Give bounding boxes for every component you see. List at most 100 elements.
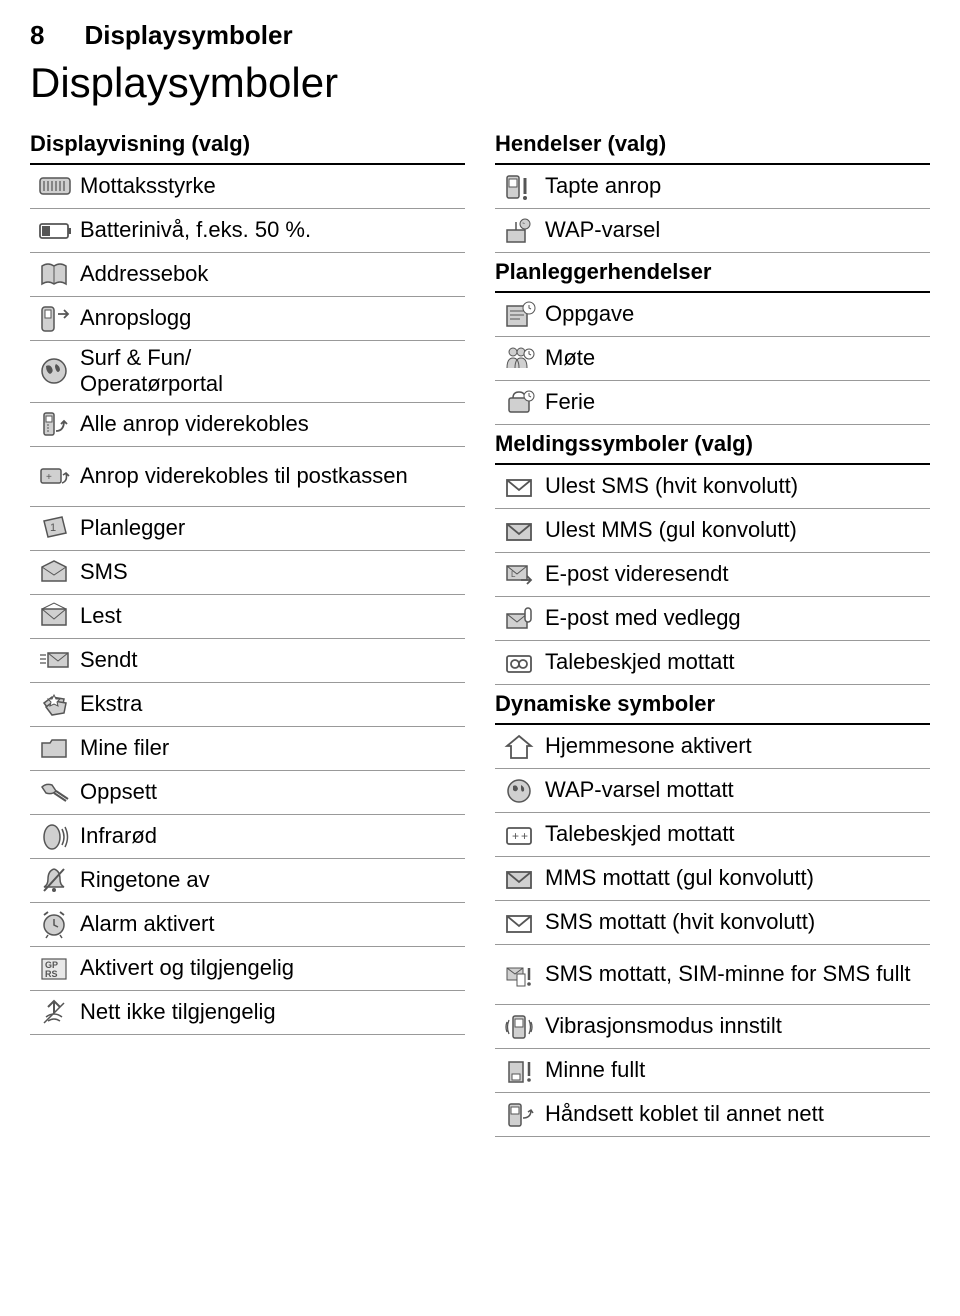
house-icon — [495, 732, 545, 762]
header-title: Displaysymboler — [84, 20, 292, 51]
label-holiday: Ferie — [545, 389, 930, 415]
envelope-yellow-icon — [495, 516, 545, 546]
label-roaming: Håndsett koblet til annet nett — [545, 1101, 930, 1127]
read-icon — [30, 601, 80, 631]
globe-alert-icon — [495, 776, 545, 806]
row-smsunread: Ulest SMS (hvit konvolutt) — [495, 465, 930, 509]
page-number: 8 — [30, 20, 44, 51]
label-simfull: SMS mottatt, SIM-minne for SMS fullt — [545, 961, 930, 987]
meeting-icon — [495, 344, 545, 374]
row-missed: Tapte anrop — [495, 165, 930, 209]
row-homezone: Hjemmesone aktivert — [495, 725, 930, 769]
holiday-icon — [495, 388, 545, 418]
row-surf: Surf & Fun/ Operatørportal — [30, 341, 465, 403]
columns: Displayvisning (valg) Mottaksstyrke Batt… — [30, 125, 930, 1137]
label-signal: Mottaksstyrke — [80, 173, 465, 199]
row-emailattach: E-post med vedlegg — [495, 597, 930, 641]
bell-off-icon — [30, 865, 80, 895]
label-battery: Batterinivå, f.eks. 50 %. — [80, 217, 465, 243]
task-icon — [495, 300, 545, 330]
row-ringoff: Ringetone av — [30, 859, 465, 903]
row-roaming: Håndsett koblet til annet nett — [495, 1093, 930, 1137]
label-myfiles: Mine filer — [80, 735, 465, 761]
row-infrared: Infrarød — [30, 815, 465, 859]
row-vmrcv: Talebeskjed mottatt — [495, 813, 930, 857]
label-meeting: Møte — [545, 345, 930, 371]
label-smsrcv: SMS mottatt (hvit konvolutt) — [545, 909, 930, 935]
row-meeting: Møte — [495, 337, 930, 381]
envelope-white-icon — [495, 472, 545, 502]
row-alarm: Alarm aktivert — [30, 903, 465, 947]
missed-call-icon — [495, 172, 545, 202]
envelope-sms-icon — [495, 908, 545, 938]
label-infrared: Infrarød — [80, 823, 465, 849]
label-nonet: Nett ikke tilgjengelig — [80, 999, 465, 1025]
section-planlegger: Planleggerhendelser — [495, 253, 930, 293]
label-emailattach: E-post med vedlegg — [545, 605, 930, 631]
label-addressbook: Addressebok — [80, 261, 465, 287]
memory-full-icon — [495, 1056, 545, 1086]
infrared-icon — [30, 821, 80, 851]
calllog-icon — [30, 304, 80, 334]
label-sms: SMS — [80, 559, 465, 585]
label-read: Lest — [80, 603, 465, 629]
label-memfull: Minne fullt — [545, 1057, 930, 1083]
label-vmrcv: Talebeskjed mottatt — [545, 821, 930, 847]
roaming-icon — [495, 1100, 545, 1130]
row-sent: Sendt — [30, 639, 465, 683]
row-emailfwd: E-post videresendt — [495, 553, 930, 597]
row-extra: Ekstra — [30, 683, 465, 727]
sms-icon — [30, 557, 80, 587]
row-signal: Mottaksstyrke — [30, 165, 465, 209]
globe-icon — [30, 356, 80, 386]
row-nonet: Nett ikke tilgjengelig — [30, 991, 465, 1035]
row-mmsrcv: MMS mottatt (gul konvolutt) — [495, 857, 930, 901]
sim-full-icon — [495, 960, 545, 990]
label-ringoff: Ringetone av — [80, 867, 465, 893]
row-planner: Planlegger — [30, 507, 465, 551]
forward-mailbox-icon — [30, 461, 80, 491]
wrench-icon — [30, 777, 80, 807]
sent-icon — [30, 645, 80, 675]
voicemail-icon — [495, 648, 545, 678]
label-sent: Sendt — [80, 647, 465, 673]
email-forward-icon — [495, 560, 545, 590]
row-holiday: Ferie — [495, 381, 930, 425]
label-extra: Ekstra — [80, 691, 465, 717]
row-setup: Oppsett — [30, 771, 465, 815]
wap-alert-icon — [495, 216, 545, 246]
label-alarm: Alarm aktivert — [80, 911, 465, 937]
row-vibrate: Vibrasjonsmodus innstilt — [495, 1005, 930, 1049]
label-gprs: Aktivert og tilgjengelig — [80, 955, 465, 981]
row-task: Oppgave — [495, 293, 930, 337]
battery-icon — [30, 216, 80, 246]
label-voicemail: Talebeskjed mottatt — [545, 649, 930, 675]
signal-icon — [30, 172, 80, 202]
label-mmsrcv: MMS mottatt (gul konvolutt) — [545, 865, 930, 891]
gprs-icon — [30, 953, 80, 983]
row-fwdall: Alle anrop viderekobles — [30, 403, 465, 447]
vibrate-icon — [495, 1012, 545, 1042]
row-smsrcv: SMS mottatt (hvit konvolutt) — [495, 901, 930, 945]
extra-icon — [30, 689, 80, 719]
row-calllog: Anropslogg — [30, 297, 465, 341]
label-task: Oppgave — [545, 301, 930, 327]
label-planner: Planlegger — [80, 515, 465, 541]
label-fwdall: Alle anrop viderekobles — [80, 411, 465, 437]
folder-icon — [30, 733, 80, 763]
row-battery: Batterinivå, f.eks. 50 %. — [30, 209, 465, 253]
label-wapalert: WAP-varsel — [545, 217, 930, 243]
label-smsunread: Ulest SMS (hvit konvolutt) — [545, 473, 930, 499]
section-displayvisning: Displayvisning (valg) — [30, 125, 465, 165]
row-addressbook: Addressebok — [30, 253, 465, 297]
label-mmsunread: Ulest MMS (gul konvolutt) — [545, 517, 930, 543]
label-fwdmail: Anrop viderekobles til postkassen — [80, 463, 465, 489]
main-title: Displaysymboler — [30, 59, 930, 107]
page-header: 8 Displaysymboler — [30, 20, 930, 51]
section-dynamiske: Dynamiske symboler — [495, 685, 930, 725]
left-column: Displayvisning (valg) Mottaksstyrke Batt… — [30, 125, 465, 1137]
label-emailfwd: E-post videresendt — [545, 561, 930, 587]
row-simfull: SMS mottatt, SIM-minne for SMS fullt — [495, 945, 930, 1005]
right-column: Hendelser (valg) Tapte anrop WAP-varsel … — [495, 125, 930, 1137]
row-sms: SMS — [30, 551, 465, 595]
